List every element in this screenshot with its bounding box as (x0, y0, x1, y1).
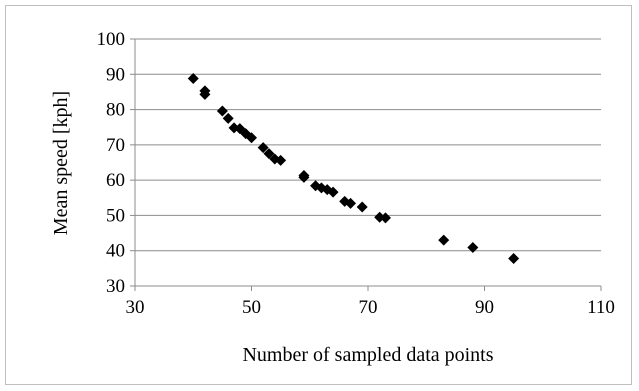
data-point (275, 154, 287, 166)
data-point (379, 212, 391, 224)
data-point (298, 171, 310, 183)
data-point (199, 88, 211, 100)
data-point (263, 148, 275, 160)
data-point (345, 197, 357, 209)
data-point (222, 112, 234, 124)
data-point (438, 234, 450, 246)
y-tick-label: 30 (106, 276, 125, 297)
y-tick-labels: 30 40 50 60 70 80 90 100 (97, 29, 126, 297)
gridlines (135, 38, 601, 252)
x-tick-labels: 30 50 70 90 110 (126, 297, 615, 318)
axes (130, 38, 602, 291)
x-tick-label: 90 (475, 297, 494, 318)
y-tick-label: 100 (97, 29, 126, 50)
data-point (467, 242, 479, 254)
y-tick-label: 70 (106, 135, 125, 156)
x-tick-label: 30 (126, 297, 145, 318)
data-point (216, 105, 228, 117)
y-tick-label: 60 (106, 170, 125, 191)
data-point (257, 142, 269, 154)
y-axis-title: Mean speed [kph] (50, 91, 72, 235)
data-point (327, 186, 339, 198)
x-tick-label: 70 (359, 297, 378, 318)
y-tick-label: 90 (106, 64, 125, 85)
y-tick-label: 40 (106, 241, 125, 262)
data-point (356, 201, 368, 213)
y-tick-label: 80 (106, 100, 125, 121)
x-tick-label: 50 (242, 297, 261, 318)
chart-frame (5, 5, 632, 385)
x-tick-label: 110 (587, 297, 615, 318)
data-points (187, 73, 520, 264)
data-point (187, 73, 199, 85)
x-axis-title: Number of sampled data points (242, 344, 493, 366)
y-tick-label: 50 (106, 205, 125, 226)
data-point (246, 132, 257, 144)
data-point (508, 252, 520, 264)
